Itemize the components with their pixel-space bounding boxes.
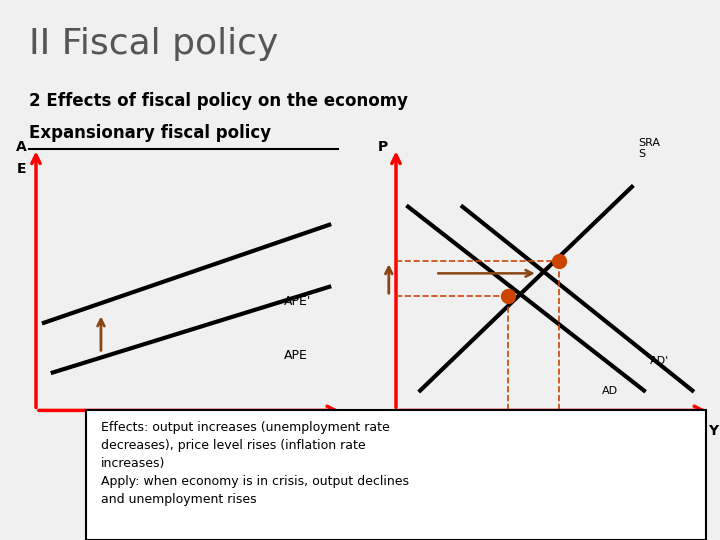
Text: A: A xyxy=(17,140,27,154)
Text: SRA
S: SRA S xyxy=(638,138,660,159)
Text: AD': AD' xyxy=(650,356,670,366)
FancyBboxPatch shape xyxy=(86,410,706,540)
Text: APE': APE' xyxy=(284,295,312,308)
Text: Y: Y xyxy=(708,424,718,438)
Text: Effects: output increases (unemployment rate
decreases), price level rises (infl: Effects: output increases (unemployment … xyxy=(101,421,409,506)
Text: APE: APE xyxy=(284,349,308,362)
Text: AD: AD xyxy=(602,386,618,395)
Text: Y: Y xyxy=(341,424,351,438)
Text: II Fiscal policy: II Fiscal policy xyxy=(29,27,278,61)
Text: 2 Effects of fiscal policy on the economy: 2 Effects of fiscal policy on the econom… xyxy=(29,92,408,110)
Text: E: E xyxy=(17,161,27,176)
Text: Expansionary fiscal policy: Expansionary fiscal policy xyxy=(29,124,271,142)
Text: P: P xyxy=(378,140,388,154)
